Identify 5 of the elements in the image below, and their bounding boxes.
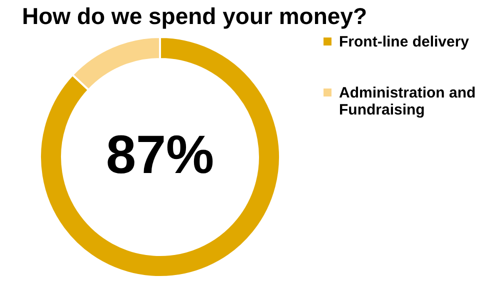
legend-label: Front-line delivery [339,34,470,50]
chart-title: How do we spend your money? [22,3,368,29]
donut-slice [39,36,281,278]
text: 87% [106,125,214,185]
legend-label: Administration and Fundraising [339,84,476,118]
